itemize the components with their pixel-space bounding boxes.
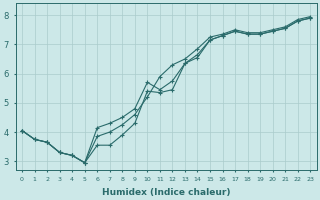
X-axis label: Humidex (Indice chaleur): Humidex (Indice chaleur) <box>102 188 230 197</box>
